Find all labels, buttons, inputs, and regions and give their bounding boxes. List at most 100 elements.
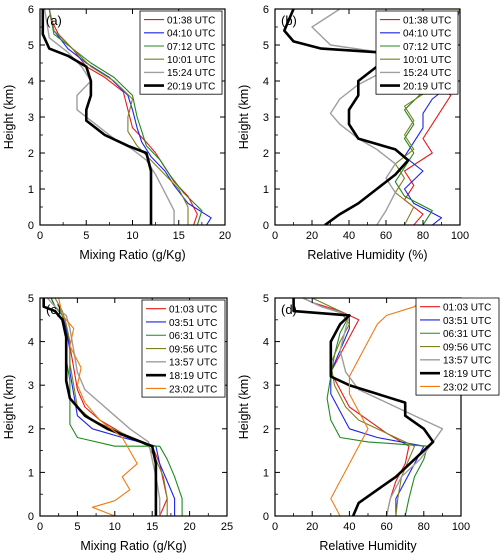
y-tick-label: 1 <box>263 467 269 479</box>
legend-label: 18:19 UTC <box>443 369 491 380</box>
y-tick-label: 3 <box>28 112 34 124</box>
x-tick-label: 10 <box>126 230 138 242</box>
x-tick-label: 20 <box>306 521 318 533</box>
x-tick-label: 100 <box>452 521 470 533</box>
x-tick-label: 60 <box>380 230 392 242</box>
legend-label: 06:31 UTC <box>169 331 217 342</box>
y-tick-label: 1 <box>28 467 34 479</box>
legend-label: 13:57 UTC <box>169 358 217 369</box>
legend-label: 13:57 UTC <box>443 356 491 367</box>
x-tick-label: 5 <box>83 230 89 242</box>
y-tick-label: 0 <box>28 220 34 232</box>
x-tick-label: 0 <box>37 230 43 242</box>
x-tick-label: 0 <box>37 521 43 533</box>
y-tick-label: 4 <box>263 337 269 349</box>
y-tick-label: 3 <box>28 380 34 392</box>
legend-label: 01:03 UTC <box>443 302 491 313</box>
x-tick-label: 5 <box>74 521 80 533</box>
legend-label: 23:02 UTC <box>169 384 217 395</box>
series-line-0631utc <box>302 298 429 516</box>
y-axis-label: Height (km) <box>237 375 251 440</box>
y-tick-label: 0 <box>263 511 269 523</box>
series-line-0956utc <box>54 298 168 516</box>
x-axis-label: Relative Humidity <box>319 539 417 553</box>
y-tick-label: 5 <box>28 40 34 52</box>
panel-label: (c) <box>46 302 61 317</box>
y-tick-label: 4 <box>28 76 34 88</box>
x-tick-label: 15 <box>173 230 185 242</box>
x-axis-label: Relative Humidity (%) <box>307 248 427 262</box>
x-tick-label: 80 <box>417 230 429 242</box>
x-axis-label: Mixing Ratio (g/Kg) <box>79 248 185 262</box>
y-tick-label: 5 <box>263 293 269 305</box>
x-tick-label: 20 <box>219 230 231 242</box>
legend-label: 03:51 UTC <box>443 316 491 327</box>
y-tick-label: 4 <box>263 76 269 88</box>
x-axis-label: Mixing Ratio (g/Kg) <box>80 539 186 553</box>
legend-label: 06:31 UTC <box>443 329 491 340</box>
y-tick-label: 6 <box>263 4 269 16</box>
y-tick-label: 0 <box>263 220 269 232</box>
legend-box <box>139 10 223 95</box>
series-line-2302utc <box>330 298 425 516</box>
series-line-0956utc <box>311 298 416 516</box>
panel-a: 0 5 10 15 20 0 1 2 3 4 5 6 Mixing Ratio (g/Kg) Height… <box>2 4 231 262</box>
y-tick-label: 2 <box>263 148 269 160</box>
y-axis-label: Height (km) <box>2 375 16 440</box>
legend-label: 09:56 UTC <box>443 342 491 353</box>
x-tick-label: 80 <box>418 521 430 533</box>
y-tick-label: 2 <box>28 148 34 160</box>
panel-b: 0 20 40 60 80 100 0 1 2 3 4 5 6 Relative Humidity (%)… <box>237 4 469 262</box>
legend: 01:38 UTC 04:10 UTC 07:12 UTC 10:01 UTC 15:2… <box>375 10 459 95</box>
series-line-1357utc <box>302 298 444 516</box>
x-tick-label: 20 <box>306 230 318 242</box>
y-tick-label: 6 <box>28 4 34 16</box>
y-axis-label: Height (km) <box>237 85 251 150</box>
y-tick-label: 3 <box>263 112 269 124</box>
legend: 01:38 UTC 04:10 UTC 07:12 UTC 10:01 UTC 15:2… <box>139 10 223 95</box>
legend-label: 23:02 UTC <box>443 382 491 393</box>
x-tick-label: 100 <box>451 230 469 242</box>
legend-label: 01:38 UTC <box>167 15 215 26</box>
legend-label: 01:38 UTC <box>403 15 451 26</box>
legend-label: 15:24 UTC <box>167 68 215 79</box>
series-group <box>292 298 444 516</box>
legend-label: 03:51 UTC <box>169 318 217 329</box>
legend-label: 07:12 UTC <box>167 42 215 53</box>
panel-label: (d) <box>281 302 297 317</box>
x-tick-label: 25 <box>221 521 233 533</box>
legend-box <box>415 297 500 396</box>
x-tick-label: 0 <box>272 521 278 533</box>
x-tick-label: 10 <box>109 521 121 533</box>
x-tick-label: 20 <box>183 521 195 533</box>
series-line-0351utc <box>302 298 425 516</box>
y-tick-label: 0 <box>28 511 34 523</box>
y-tick-label: 5 <box>28 293 34 305</box>
series-line-1001utc <box>48 9 189 225</box>
y-tick-label: 2 <box>263 424 269 436</box>
x-tick-label: 60 <box>380 521 392 533</box>
y-tick-label: 4 <box>28 337 34 349</box>
x-tick-label: 0 <box>272 230 278 242</box>
series-group <box>41 9 212 225</box>
legend: 01:03 UTC 03:51 UTC 06:31 UTC 09:56 UTC 13:5… <box>415 297 500 396</box>
legend-label: 15:24 UTC <box>403 68 451 79</box>
x-tick-label: 40 <box>343 230 355 242</box>
legend-label: 04:10 UTC <box>167 29 215 40</box>
series-line-2019utc <box>41 9 153 225</box>
legend-label: 20:19 UTC <box>167 81 215 92</box>
legend: 01:03 UTC 03:51 UTC 06:31 UTC 09:56 UTC 13:5… <box>141 299 226 398</box>
series-group <box>42 298 183 516</box>
panel-d: 0 20 40 60 80 100 0 1 2 3 4 5 Relative Humidity Heigh… <box>237 293 500 553</box>
y-axis-label: Height (km) <box>2 85 16 150</box>
panel-label: (a) <box>46 13 62 28</box>
y-tick-label: 1 <box>28 184 34 196</box>
y-tick-label: 5 <box>263 40 269 52</box>
y-tick-label: 2 <box>28 424 34 436</box>
x-tick-label: 15 <box>146 521 158 533</box>
series-line-1819utc <box>292 298 435 516</box>
legend-label: 10:01 UTC <box>403 55 451 66</box>
legend-label: 01:03 UTC <box>169 304 217 315</box>
